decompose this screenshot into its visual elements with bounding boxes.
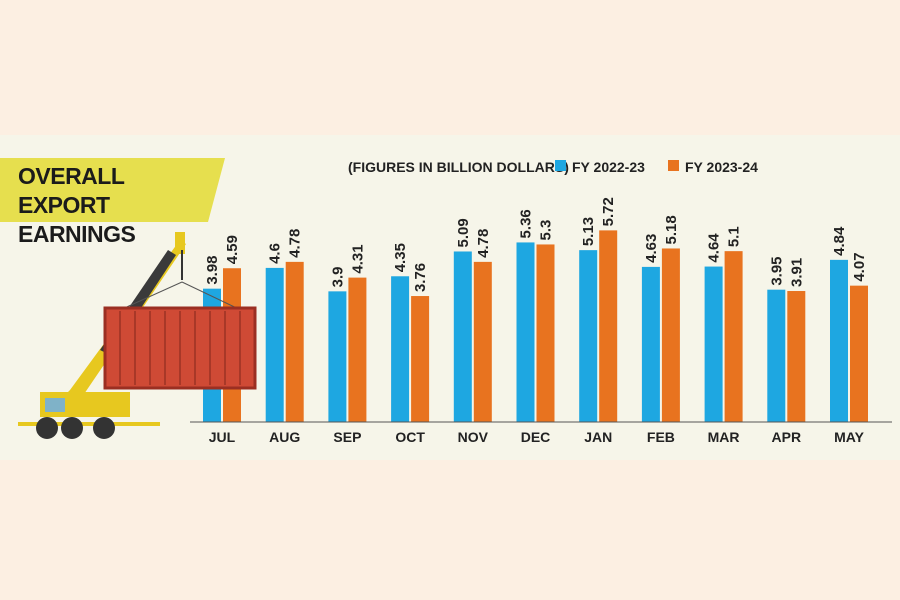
value-label: 3.98 <box>204 255 221 284</box>
value-label: 3.91 <box>788 258 805 287</box>
value-label: 4.78 <box>287 229 304 258</box>
value-label: 5.18 <box>663 215 680 244</box>
x-tick-label: AUG <box>269 429 300 445</box>
bar <box>473 261 492 422</box>
bar <box>536 244 555 422</box>
crane-illustration <box>18 232 257 439</box>
value-label: 5.72 <box>600 197 617 226</box>
bar <box>599 230 618 422</box>
legend-swatch <box>555 160 566 171</box>
legend-swatch <box>668 160 679 171</box>
value-label: 5.13 <box>580 217 597 246</box>
value-label: 4.31 <box>349 244 366 273</box>
legend-label: FY 2022-23 <box>572 159 645 175</box>
value-label: 4.59 <box>224 235 241 264</box>
x-tick-label: SEP <box>333 429 361 445</box>
bar <box>348 277 367 422</box>
x-tick-label: NOV <box>458 429 489 445</box>
bar <box>453 251 472 422</box>
bar <box>391 276 410 422</box>
x-tick-label: DEC <box>521 429 551 445</box>
bar <box>579 250 598 422</box>
value-label: 3.76 <box>412 263 429 292</box>
value-label: 4.63 <box>643 234 660 263</box>
x-tick-label: APR <box>772 429 802 445</box>
bar <box>641 266 660 422</box>
value-label: 4.64 <box>706 233 723 263</box>
value-label: 4.78 <box>475 229 492 258</box>
x-tick-label: MAR <box>708 429 740 445</box>
value-label: 5.3 <box>538 220 555 241</box>
value-label: 4.35 <box>392 243 409 272</box>
bar <box>285 261 304 422</box>
bar <box>516 242 535 422</box>
value-label: 3.95 <box>768 256 785 285</box>
x-tick-label: OCT <box>395 429 425 445</box>
bar <box>724 251 743 422</box>
chart-title: OVERALL EXPORT EARNINGS <box>18 163 136 247</box>
bar <box>850 285 868 422</box>
x-tick-label: JUL <box>209 429 236 445</box>
x-tick-label: JAN <box>584 429 612 445</box>
bar <box>787 291 806 422</box>
legend-label: FY 2023-24 <box>685 159 758 175</box>
subtitle: (FIGURES IN BILLION DOLLARS) <box>348 159 569 175</box>
value-label: 4.84 <box>831 226 848 256</box>
value-label: 4.07 <box>851 252 868 281</box>
x-tick-label: FEB <box>647 429 675 445</box>
bar <box>767 289 786 422</box>
bar <box>661 248 680 422</box>
value-label: 3.9 <box>329 266 346 287</box>
legend: FY 2022-23 FY 2023-24 <box>555 159 758 175</box>
bar <box>830 259 848 422</box>
x-tick-label: MAY <box>834 429 864 445</box>
title-box <box>0 158 225 222</box>
value-label: 5.1 <box>726 226 743 247</box>
bar <box>265 267 284 422</box>
bar <box>704 266 723 422</box>
value-label: 4.6 <box>267 243 284 264</box>
bar <box>411 296 430 422</box>
value-label: 5.09 <box>455 218 472 247</box>
value-label: 5.36 <box>518 209 535 238</box>
bar <box>328 291 347 422</box>
